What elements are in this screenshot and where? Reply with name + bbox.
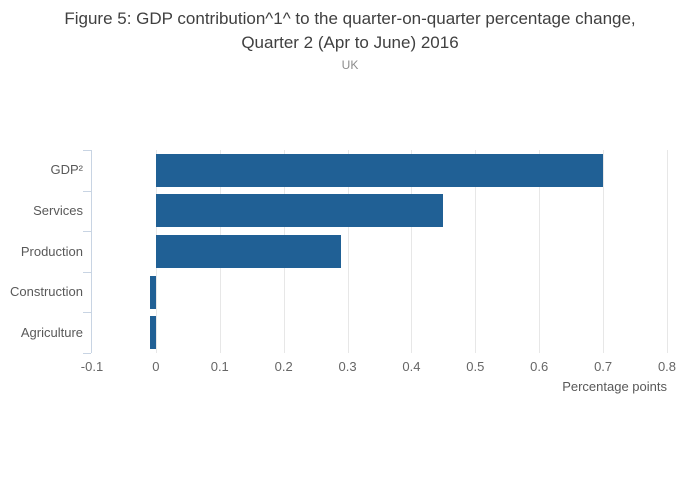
x-tick-label: 0.3 — [338, 359, 357, 374]
category-label: Services — [33, 202, 83, 218]
bar-production — [155, 235, 342, 268]
chart-subtitle: UK — [341, 58, 359, 72]
category-label: Production — [20, 243, 83, 259]
x-tick-label: 0.1 — [210, 359, 229, 374]
category-label: Agriculture — [20, 324, 83, 340]
plot-area: Percentage points GDP² Services Production… — [10, 150, 676, 394]
y-axis-tick — [83, 231, 91, 233]
chart-title: Figure 5: GDP contribution^1^ to the qua… — [64, 9, 636, 52]
bar-gdp — [155, 153, 604, 187]
gridline — [603, 150, 605, 353]
y-axis-tick — [83, 312, 91, 314]
gridline — [475, 150, 477, 353]
category-label: GDP² — [50, 162, 84, 178]
x-tick-label: 0.6 — [530, 359, 549, 374]
category-label: Construction — [10, 284, 83, 300]
gridline — [667, 150, 668, 353]
x-tick-label: 0.8 — [657, 359, 677, 374]
x-tick-label: 0.4 — [402, 359, 421, 374]
x-tick-label: 0.5 — [466, 359, 485, 374]
bar-construction — [149, 275, 156, 309]
y-axis-tick — [83, 150, 91, 151]
x-tick-label: 0 — [152, 359, 160, 374]
gridline — [539, 150, 541, 353]
gridline — [347, 150, 349, 353]
x-axis-title: Percentage points — [562, 379, 667, 394]
bar-services — [155, 194, 444, 228]
y-axis-tick — [83, 353, 91, 354]
x-tick-label: 0.2 — [274, 359, 293, 374]
x-tick-label: 0.7 — [594, 359, 613, 374]
y-axis-tick — [83, 271, 91, 273]
y-axis-tick — [83, 190, 91, 192]
bar-agriculture — [149, 316, 156, 350]
gridline — [411, 150, 413, 353]
x-tick-label: -0.1 — [80, 359, 104, 374]
